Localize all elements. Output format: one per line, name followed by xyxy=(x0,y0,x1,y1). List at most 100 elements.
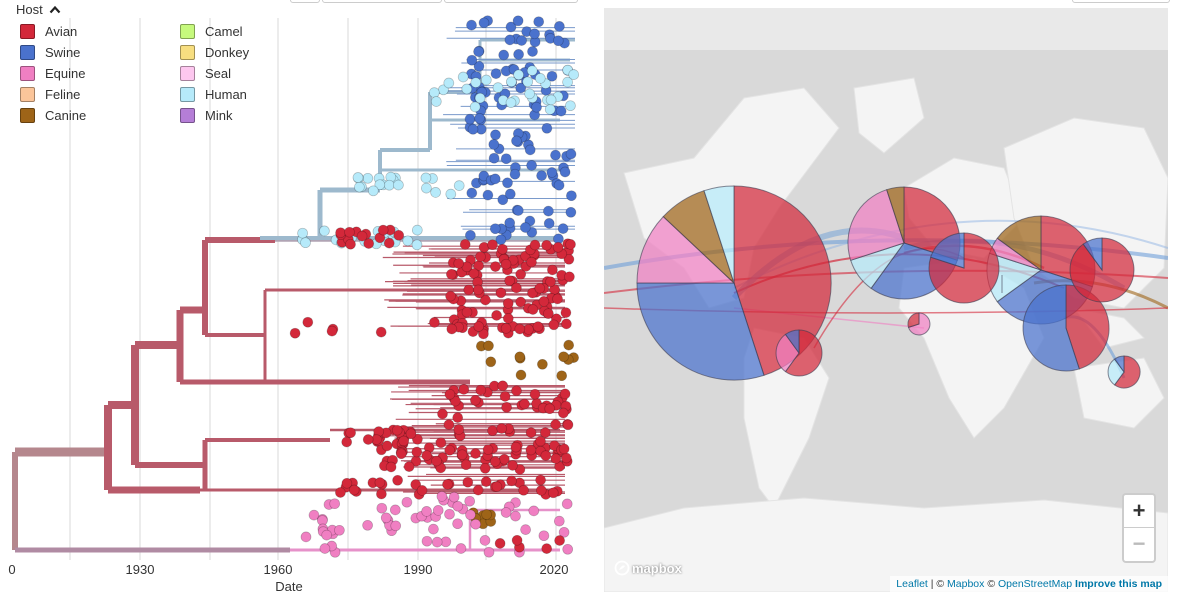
tip-node[interactable] xyxy=(363,435,373,445)
tip-node[interactable] xyxy=(545,404,555,414)
tip-node[interactable] xyxy=(479,18,489,28)
tip-node[interactable] xyxy=(346,428,356,438)
tip-node[interactable] xyxy=(558,408,568,418)
tip-node[interactable] xyxy=(453,413,463,423)
legend-item[interactable]: Camel xyxy=(180,23,340,40)
tip-node[interactable] xyxy=(510,169,520,179)
tip-node[interactable] xyxy=(563,544,573,554)
tip-node[interactable] xyxy=(437,491,447,501)
tip-node[interactable] xyxy=(536,485,546,495)
tip-node[interactable] xyxy=(463,477,473,487)
tip-node[interactable] xyxy=(559,444,569,454)
tip-node[interactable] xyxy=(402,497,412,507)
tip-node[interactable] xyxy=(530,29,540,39)
mapbox-logo[interactable]: mapbox xyxy=(614,560,682,576)
tip-node[interactable] xyxy=(486,357,496,367)
tip-node[interactable] xyxy=(490,224,500,234)
tip-node[interactable] xyxy=(422,506,432,516)
tip-node[interactable] xyxy=(454,258,464,268)
tip-node[interactable] xyxy=(386,462,396,472)
tip-node[interactable] xyxy=(461,460,471,470)
tip-node[interactable] xyxy=(492,310,502,320)
tip-node[interactable] xyxy=(492,482,502,492)
tip-node[interactable] xyxy=(566,239,576,249)
tip-node[interactable] xyxy=(569,70,579,80)
openstreetmap-link[interactable]: OpenStreetMap xyxy=(998,578,1072,590)
tip-node[interactable] xyxy=(468,124,478,134)
tip-node[interactable] xyxy=(443,479,453,489)
tip-node[interactable] xyxy=(525,89,535,99)
tip-node[interactable] xyxy=(497,424,507,434)
tip-node[interactable] xyxy=(489,139,499,149)
tip-node[interactable] xyxy=(462,307,472,317)
tip-node[interactable] xyxy=(354,182,364,192)
tip-node[interactable] xyxy=(301,238,311,248)
tip-node[interactable] xyxy=(557,371,567,381)
improve-map-link[interactable]: Improve this map xyxy=(1075,578,1162,590)
legend-item[interactable]: Donkey xyxy=(180,44,340,61)
tip-node[interactable] xyxy=(488,426,498,436)
tip-node[interactable] xyxy=(507,476,517,486)
tip-node[interactable] xyxy=(377,503,387,513)
tip-node[interactable] xyxy=(527,66,537,76)
tip-node[interactable] xyxy=(422,536,432,546)
tip-node[interactable] xyxy=(433,505,443,515)
tip-node[interactable] xyxy=(551,150,561,160)
tip-node[interactable] xyxy=(536,436,546,446)
tip-node[interactable] xyxy=(475,113,485,123)
tip-node[interactable] xyxy=(476,385,486,395)
tip-node[interactable] xyxy=(322,530,332,540)
tip-node[interactable] xyxy=(454,181,464,191)
tip-node[interactable] xyxy=(511,283,521,293)
toolbar-select[interactable] xyxy=(444,0,578,3)
tip-node[interactable] xyxy=(512,535,522,545)
tip-node[interactable] xyxy=(499,454,509,464)
tip-node[interactable] xyxy=(503,298,513,308)
tip-node[interactable] xyxy=(561,319,571,329)
tip-node[interactable] xyxy=(368,186,378,196)
legend-item[interactable]: Human xyxy=(180,86,340,103)
tip-node[interactable] xyxy=(406,429,416,439)
tip-node[interactable] xyxy=(342,437,352,447)
tip-node[interactable] xyxy=(503,178,513,188)
tip-node[interactable] xyxy=(551,454,561,464)
map-toolbar-button[interactable] xyxy=(1072,0,1170,3)
tip-node[interactable] xyxy=(498,244,508,254)
tip-node[interactable] xyxy=(566,207,576,217)
tip-node[interactable] xyxy=(547,168,557,178)
tip-node[interactable] xyxy=(446,189,456,199)
tip-node[interactable] xyxy=(422,451,432,461)
tip-node[interactable] xyxy=(537,171,547,181)
tip-node[interactable] xyxy=(476,252,486,262)
tip-node[interactable] xyxy=(421,183,431,193)
tip-node[interactable] xyxy=(491,130,501,140)
tip-node[interactable] xyxy=(470,395,480,405)
tip-node[interactable] xyxy=(559,352,569,362)
tip-node[interactable] xyxy=(536,475,546,485)
tip-node[interactable] xyxy=(357,231,367,241)
tip-node[interactable] xyxy=(516,370,526,380)
legend-item[interactable]: Seal xyxy=(180,65,340,82)
tip-node[interactable] xyxy=(429,88,439,98)
tip-node[interactable] xyxy=(543,309,553,319)
tip-node[interactable] xyxy=(547,265,557,275)
tip-node[interactable] xyxy=(473,285,483,295)
toolbar-button[interactable] xyxy=(290,0,320,3)
legend-toggle[interactable]: Host xyxy=(16,2,346,17)
tip-node[interactable] xyxy=(412,240,422,250)
tip-node[interactable] xyxy=(449,492,459,502)
tip-node[interactable] xyxy=(523,77,533,87)
tip-node[interactable] xyxy=(382,441,392,451)
tip-node[interactable] xyxy=(290,328,300,338)
tip-node[interactable] xyxy=(554,516,564,526)
tip-node[interactable] xyxy=(521,525,531,535)
tip-node[interactable] xyxy=(528,305,538,315)
tip-node[interactable] xyxy=(438,409,448,419)
tip-node[interactable] xyxy=(454,425,464,435)
tip-node[interactable] xyxy=(421,173,431,183)
tip-node[interactable] xyxy=(481,477,491,487)
tip-node[interactable] xyxy=(490,457,500,467)
tip-node[interactable] xyxy=(466,510,476,520)
tip-node[interactable] xyxy=(554,21,564,31)
tip-node[interactable] xyxy=(467,188,477,198)
